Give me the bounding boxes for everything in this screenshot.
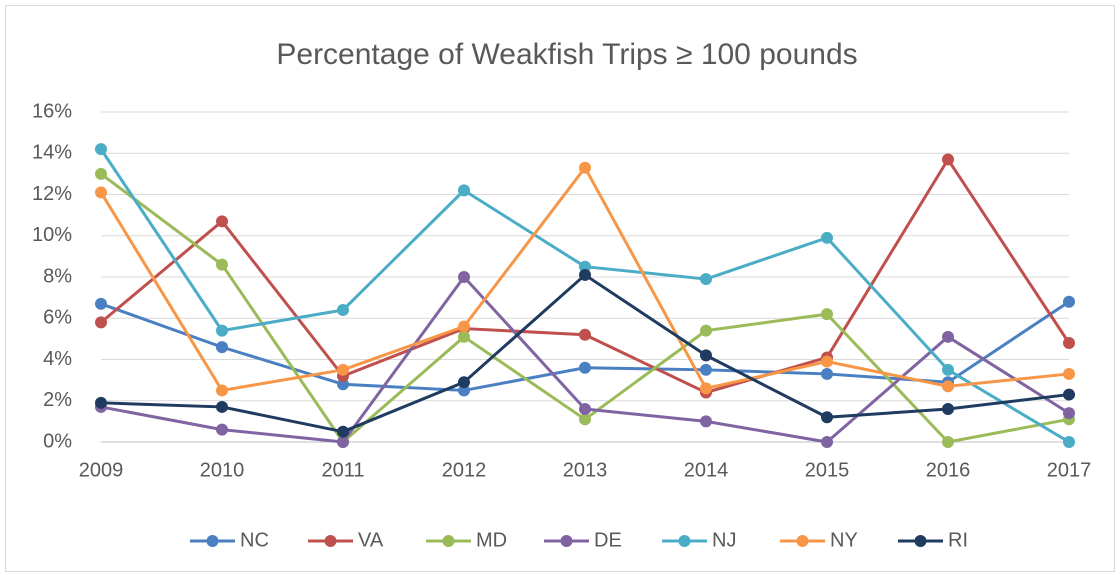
point	[458, 271, 470, 283]
point	[216, 400, 228, 413]
point	[821, 355, 833, 368]
point	[700, 415, 712, 428]
legend-marker	[442, 535, 455, 547]
y-tick-label: 2%	[43, 389, 72, 411]
legend-marker	[796, 535, 809, 547]
y-tick-label: 12%	[32, 183, 72, 205]
legend-marker	[914, 535, 927, 547]
point	[337, 425, 349, 438]
point	[579, 161, 591, 174]
y-tick-label: 16%	[32, 100, 72, 122]
point	[942, 380, 954, 393]
legend-label: NJ	[712, 529, 736, 551]
point	[216, 258, 228, 271]
point	[337, 378, 349, 391]
x-tick-label: 2014	[684, 459, 729, 481]
point	[1063, 407, 1075, 420]
point	[821, 436, 833, 448]
point	[216, 215, 228, 228]
point	[942, 403, 954, 415]
point	[216, 324, 228, 337]
point	[579, 268, 591, 281]
legend-marker	[560, 535, 573, 547]
point	[95, 316, 107, 329]
point	[337, 304, 349, 316]
point	[700, 382, 712, 395]
y-tick-label: 14%	[32, 142, 72, 164]
point	[216, 341, 228, 354]
point	[942, 330, 954, 343]
point	[1063, 337, 1075, 349]
point	[1063, 388, 1075, 401]
point	[942, 153, 954, 166]
point	[579, 413, 591, 426]
y-tick-label: 4%	[43, 348, 72, 370]
legend-label: VA	[358, 529, 384, 551]
legend-label: NY	[830, 529, 858, 551]
legend-label: MD	[476, 529, 507, 551]
legend-label: DE	[594, 529, 622, 551]
y-tick-label: 0%	[43, 430, 72, 452]
point	[458, 330, 470, 343]
point	[579, 361, 591, 374]
x-tick-label: 2010	[200, 459, 245, 481]
point	[700, 363, 712, 376]
chart-border	[5, 5, 1115, 572]
point	[942, 363, 954, 376]
x-tick-label: 2012	[442, 459, 487, 481]
point	[458, 184, 470, 197]
point	[458, 320, 470, 333]
point	[95, 186, 107, 199]
y-tick-label: 10%	[32, 224, 72, 246]
point	[337, 436, 349, 448]
point	[700, 324, 712, 337]
point	[579, 328, 591, 341]
point	[1063, 436, 1075, 448]
point	[95, 396, 107, 409]
legend-marker	[206, 535, 219, 547]
point	[1063, 367, 1075, 380]
point	[700, 349, 712, 362]
point	[821, 231, 833, 244]
x-tick-label: 2016	[926, 459, 971, 481]
point	[216, 423, 228, 436]
legend-marker	[678, 535, 691, 547]
legend-marker	[324, 535, 337, 547]
point	[1063, 295, 1075, 308]
point	[579, 260, 591, 273]
x-tick-label: 2009	[79, 459, 124, 481]
point	[700, 273, 712, 286]
point	[95, 167, 107, 180]
point	[95, 297, 107, 310]
point	[95, 143, 107, 156]
legend-label: NC	[240, 529, 269, 551]
point	[942, 436, 954, 448]
x-tick-label: 2017	[1047, 459, 1092, 481]
point	[821, 367, 833, 380]
chart-title: Percentage of Weakfish Trips ≥ 100 pound…	[276, 38, 857, 71]
legend-label: RI	[948, 529, 968, 551]
x-tick-label: 2011	[321, 459, 364, 481]
point	[337, 363, 349, 376]
y-tick-label: 8%	[43, 265, 72, 287]
x-tick-label: 2015	[805, 459, 850, 481]
point	[579, 403, 591, 415]
point	[821, 411, 833, 424]
point	[216, 384, 228, 397]
point	[458, 376, 470, 389]
point	[458, 384, 470, 397]
x-tick-label: 2013	[563, 459, 608, 481]
point	[821, 308, 833, 321]
y-tick-label: 6%	[43, 307, 72, 329]
